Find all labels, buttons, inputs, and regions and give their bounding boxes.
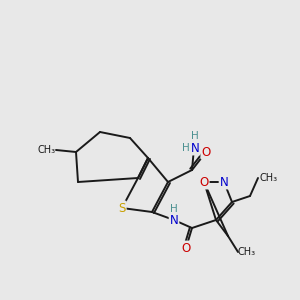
Text: H: H	[182, 143, 190, 153]
Text: N: N	[190, 142, 200, 154]
Text: CH₃: CH₃	[260, 173, 278, 183]
Text: H: H	[170, 204, 178, 214]
Text: N: N	[169, 214, 178, 226]
Text: S: S	[118, 202, 126, 214]
Text: O: O	[182, 242, 190, 254]
Text: O: O	[200, 176, 208, 188]
Text: O: O	[201, 146, 211, 158]
Text: CH₃: CH₃	[38, 145, 56, 155]
Text: N: N	[220, 176, 228, 188]
Text: CH₃: CH₃	[238, 247, 256, 257]
Text: H: H	[191, 131, 199, 141]
